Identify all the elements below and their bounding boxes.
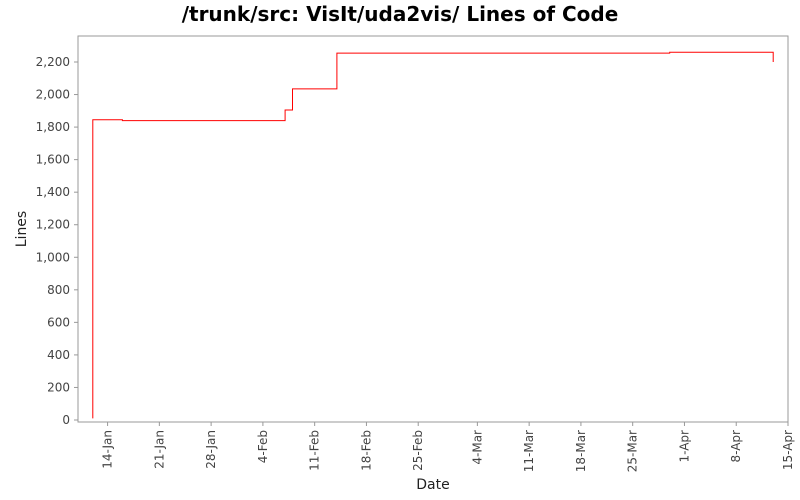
x-tick-label: 21-Jan [152,430,166,469]
x-tick-label: 14-Jan [101,430,115,469]
series-line [92,51,774,419]
y-tick-label: 600 [47,315,70,329]
y-tick-label: 0 [62,413,70,427]
y-tick-label: 1,200 [36,218,70,232]
y-tick-label: 400 [47,348,70,362]
x-axis: 14-Jan 21-Jan 28-Jan 4-Feb 11-Feb 18-Feb 25-Fe… [101,422,795,472]
y-tick-label: 2,000 [36,88,70,102]
x-tick-label: 11-Feb [308,430,322,471]
y-axis: 0 200 400 600 800 1,000 1,200 1,400 1,600 1,800 2,… [36,55,78,427]
y-tick-label: 1,600 [36,153,70,167]
x-tick-label: 25-Mar [626,430,640,472]
y-tick-label: 200 [47,380,70,394]
x-tick-label: 15-Apr [781,430,795,470]
y-tick-label: 800 [47,283,70,297]
x-tick-label: 4-Mar [470,430,484,465]
series-layer [92,51,774,419]
plot-area [77,35,789,423]
x-tick-label: 28-Jan [204,430,218,469]
y-tick-label: 2,200 [36,55,70,69]
chart-title: /trunk/src: VisIt/uda2vis/ Lines of Code [181,2,619,26]
y-tick-label: 1,800 [36,120,70,134]
x-tick-label: 18-Mar [574,430,588,472]
x-axis-title: Date [416,477,449,493]
x-tick-label: 8-Apr [729,430,743,463]
x-tick-label: 25-Feb [411,430,425,471]
y-tick-label: 1,000 [36,250,70,264]
x-tick-label: 1-Apr [677,430,691,463]
x-tick-label: 18-Feb [359,430,373,471]
y-axis-title: Lines [14,211,30,247]
x-tick-label: 4-Feb [256,430,270,463]
x-tick-label: 11-Mar [522,430,536,472]
y-tick-label: 1,400 [36,185,70,199]
